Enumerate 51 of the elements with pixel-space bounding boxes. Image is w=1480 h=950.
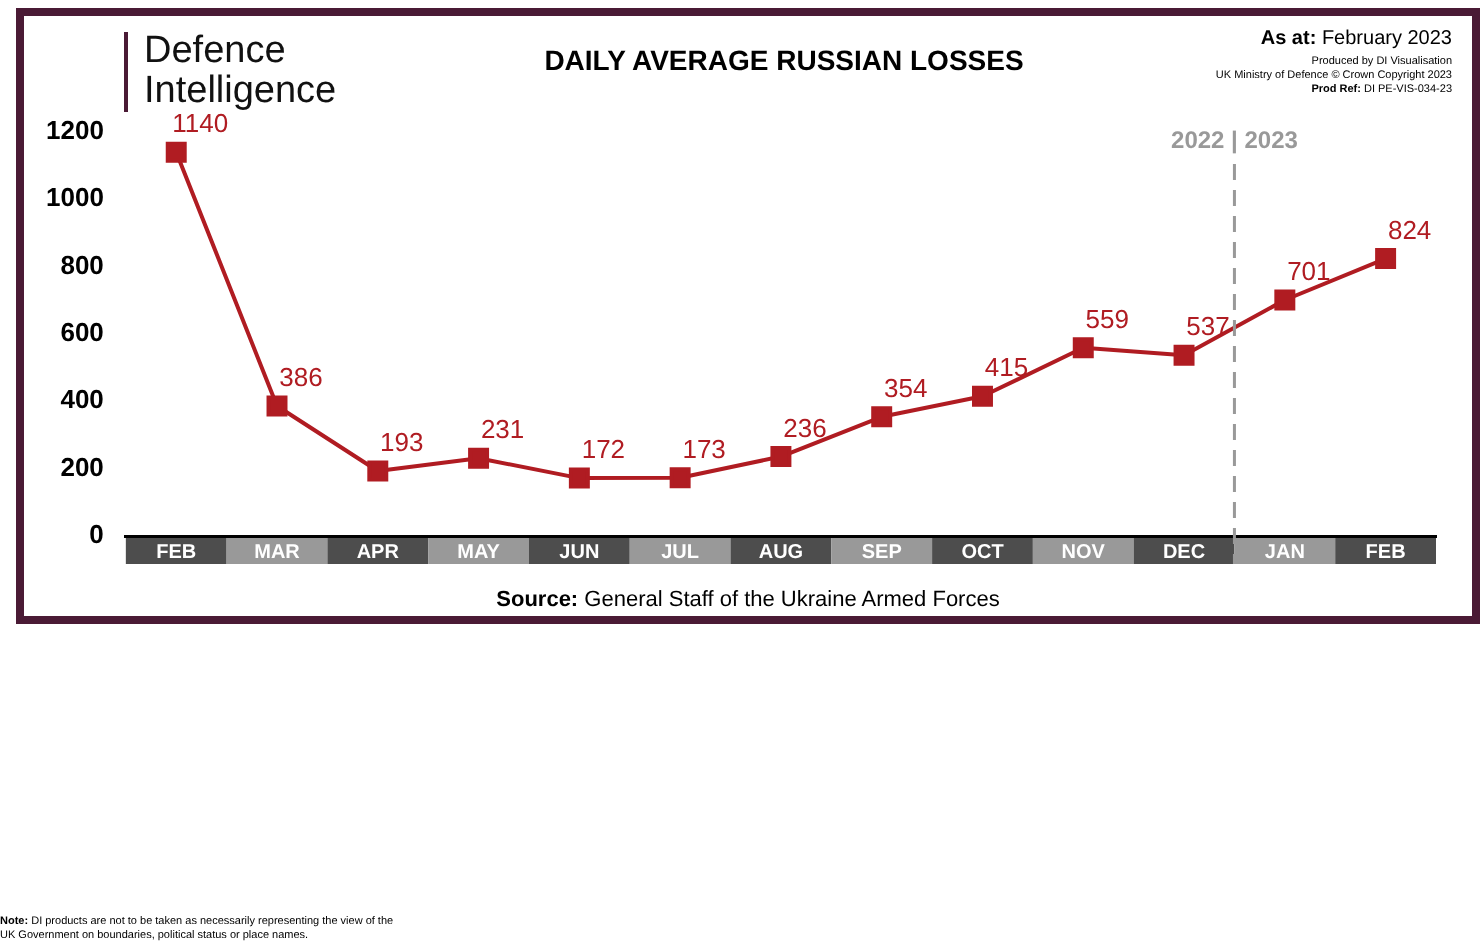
data-label: 172	[581, 434, 626, 465]
x-tick-label: OCT	[961, 541, 1004, 564]
point	[770, 446, 792, 468]
point	[266, 395, 288, 417]
x-tick-label: JUL	[661, 541, 700, 564]
y-tick-label: 0	[89, 519, 104, 550]
data-label: 415	[984, 352, 1029, 383]
data-label: 824	[1387, 214, 1432, 245]
x-tick-label: JUN	[559, 541, 600, 564]
data-label: 236	[783, 412, 827, 443]
x-tick-label: FEB	[1365, 541, 1406, 564]
y-tick-label: 1200	[46, 115, 104, 146]
data-label: 701	[1287, 256, 1331, 287]
data-label: 173	[682, 433, 726, 464]
x-tick-label: JAN	[1264, 541, 1305, 564]
x-tick-label: MAY	[457, 541, 501, 564]
point	[568, 467, 590, 489]
chart-title: DAILY AVERAGE RUSSIAN LOSSES	[542, 44, 1026, 76]
data-label: 354	[884, 372, 928, 403]
y-tick-label: 600	[60, 317, 104, 348]
data-label: 193	[380, 427, 424, 458]
point	[669, 467, 691, 489]
x-tick-label: AUG	[758, 541, 804, 564]
point	[1375, 248, 1397, 270]
point	[1173, 344, 1195, 366]
x-tick-label: APR	[356, 541, 401, 564]
point	[1274, 289, 1296, 311]
text: Defence Intelligence	[124, 30, 364, 112]
y-tick-label: 400	[60, 384, 104, 415]
y-tick-label: 200	[60, 451, 104, 482]
y-tick-label: 800	[60, 249, 104, 280]
data-label: 537	[1186, 311, 1230, 342]
x-tick-label: NOV	[1061, 541, 1106, 564]
data-label: 1140	[172, 108, 229, 139]
x-tick-label: FEB	[156, 541, 197, 564]
point	[468, 447, 490, 469]
x-tick-label: MAR	[254, 541, 302, 564]
point	[972, 385, 993, 407]
point	[367, 460, 389, 482]
text: As at: February 2023	[1260, 28, 1452, 50]
data-label: 231	[480, 414, 525, 445]
source-note: Source: General Staff of the Ukraine Armed Forces	[494, 588, 1002, 612]
x-tick-label: DEC	[1162, 541, 1206, 564]
x-tick-label: SEP	[861, 541, 903, 564]
data-label: 559	[1085, 303, 1129, 334]
data-label: 386	[279, 362, 323, 393]
y-tick-label: 1000	[46, 182, 104, 213]
point	[871, 406, 893, 428]
point	[165, 141, 187, 163]
point	[1072, 337, 1094, 359]
annotation: 2022 | 2023	[1171, 126, 1299, 154]
